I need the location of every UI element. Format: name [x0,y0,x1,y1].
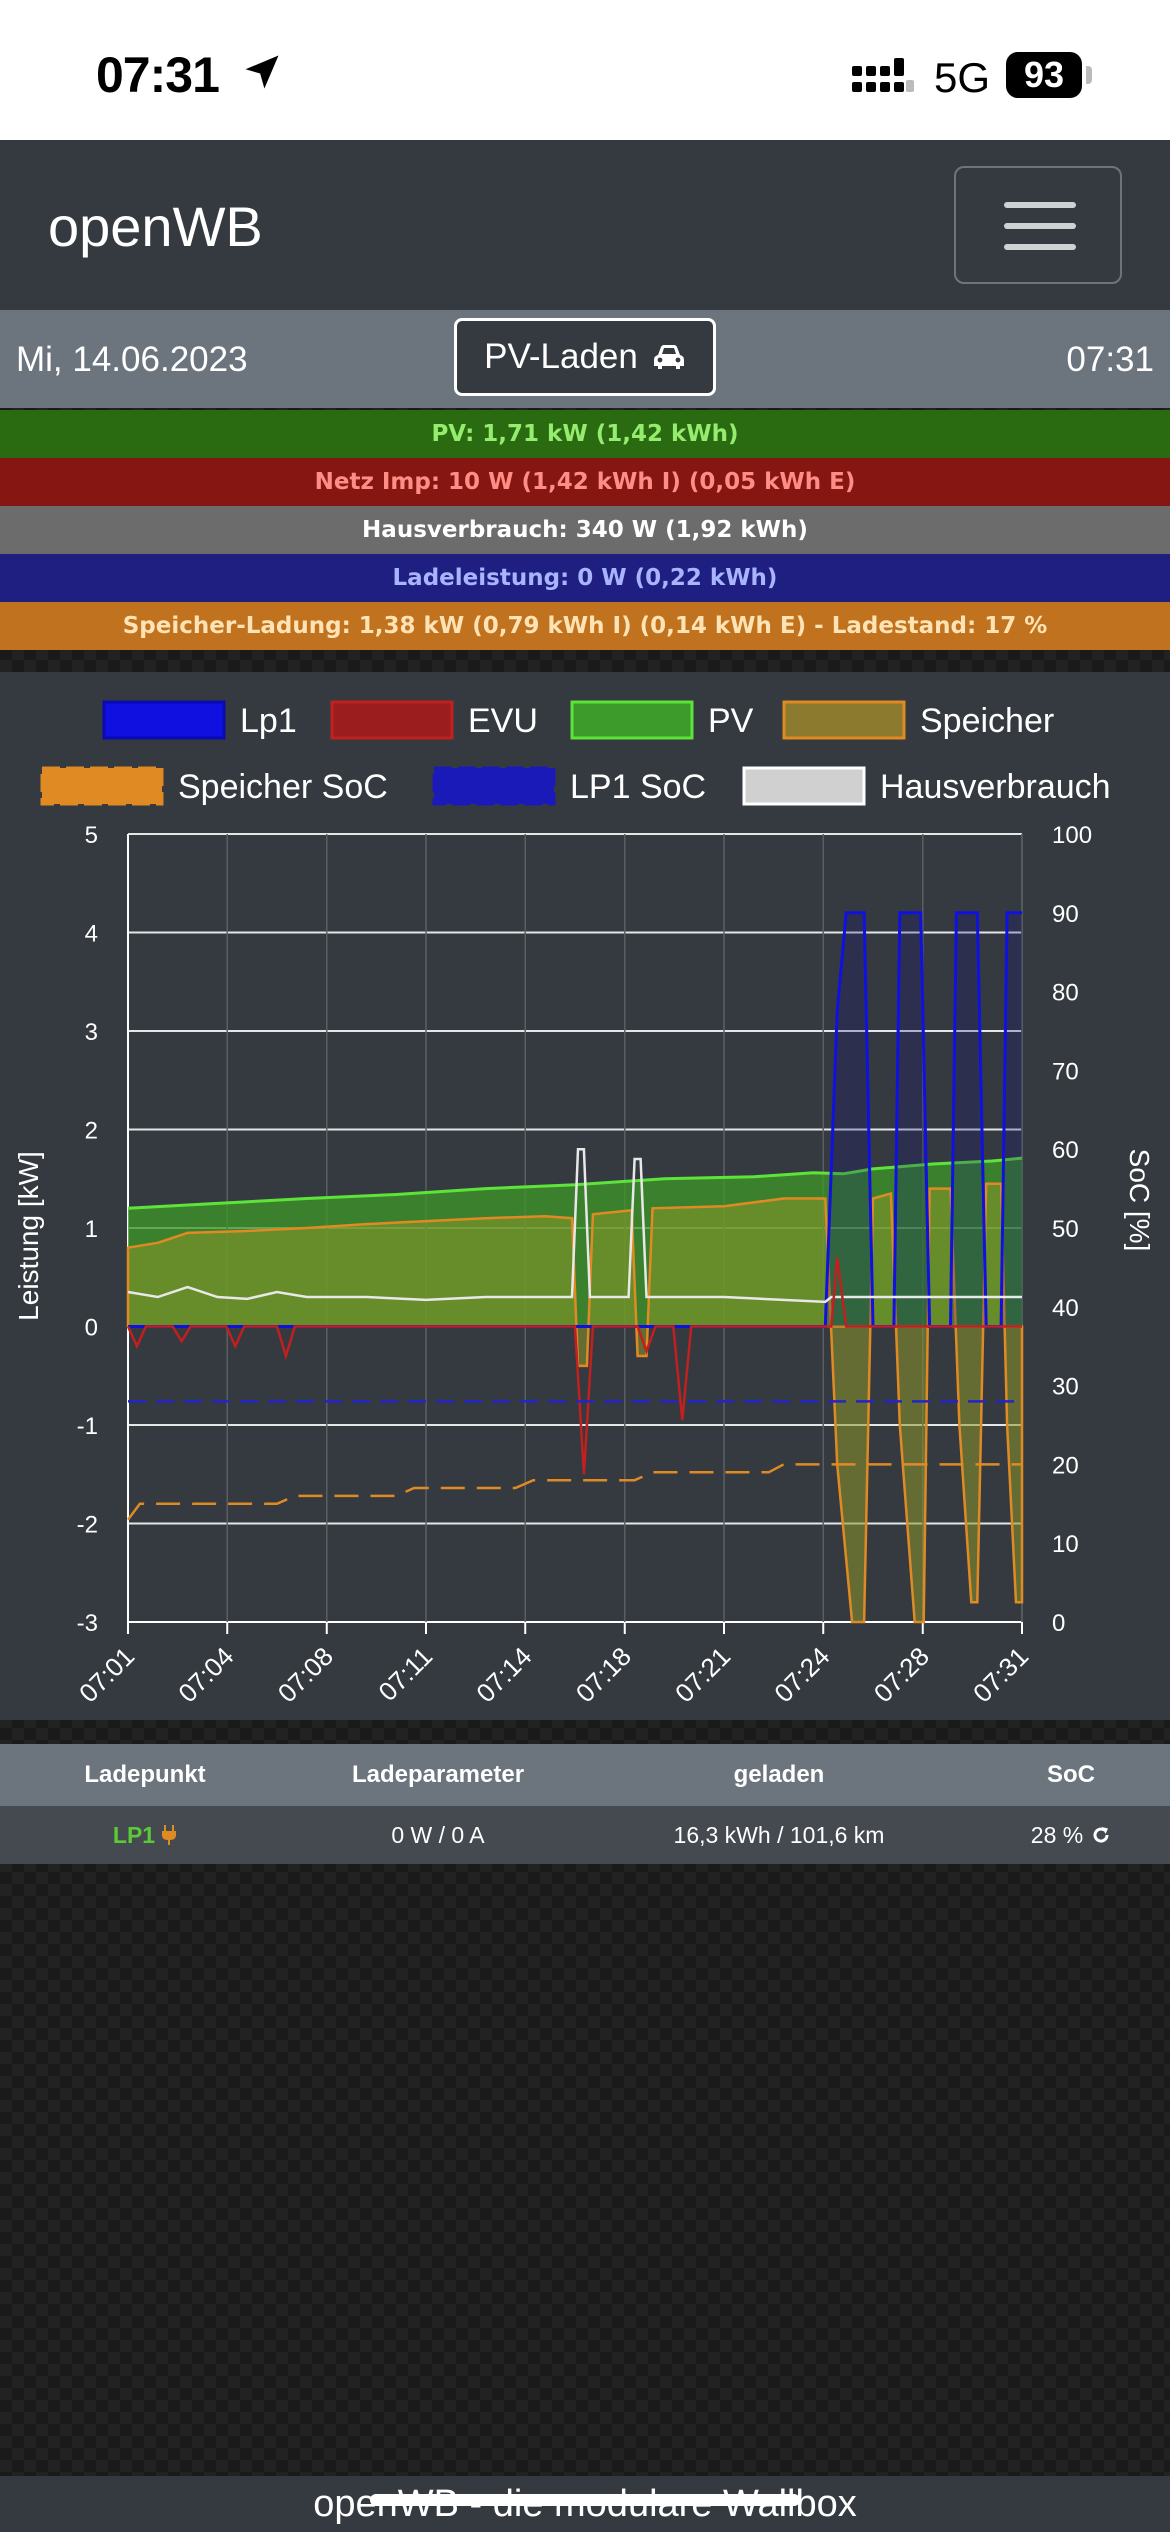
charge-mode-label: PV-Laden [484,337,638,376]
battery-tip [1086,66,1092,84]
date-bar: Mi, 14.06.2023 PV-Laden 07:31 [0,310,1170,408]
signal-icon [852,58,914,92]
network-type: 5G [934,54,991,101]
y-right-tick-label: 50 [1052,1216,1079,1243]
menu-toggle-button[interactable] [954,166,1122,284]
x-tick-label: 07:04 [172,1641,239,1708]
hamburger-icon [1004,202,1076,208]
legend-swatch-5 [432,766,556,806]
storage-info-bar: Speicher-Ladung: 1,38 kW (0,79 kWh I) (0… [0,602,1170,650]
y-left-tick-label: -2 [77,1512,98,1539]
x-tick-label: 07:31 [967,1641,1034,1708]
legend-label-4: Speicher SoC [178,768,388,806]
y-right-tick-label: 60 [1052,1137,1079,1164]
charge-mode-button[interactable]: PV-Laden [454,318,716,396]
legend-swatch-2 [570,700,694,740]
x-tick-label: 07:01 [73,1641,140,1708]
house-consumption-bar: Hausverbrauch: 340 W (1,92 kWh) [0,506,1170,554]
legend-swatch-0 [102,700,226,740]
charging-power-bar: Ladeleistung: 0 W (0,22 kWh) [0,554,1170,602]
y-left-tick-label: 3 [85,1019,98,1046]
chargepoint-name-cell[interactable]: LP1 [0,1806,290,1864]
legend-label-2: PV [708,702,754,740]
legend-label-6: Hausverbrauch [880,768,1111,806]
current-date: Mi, 14.06.2023 [16,340,248,379]
charge-parameters: 0 W / 0 A [391,1821,485,1848]
header-soc: SoC [1047,1761,1095,1788]
brand-title[interactable]: openWB [48,195,263,258]
y-left-tick-label: -1 [77,1413,98,1440]
plug-icon [162,1825,177,1845]
power-chart-svg: Lp1 EVU PV Speicher Speicher SoC LP1 SoC Hausv… [13,700,1155,1708]
y-right-tick-label: 20 [1052,1452,1079,1479]
car-icon [653,345,684,369]
legend-swatch-1 [330,700,454,740]
legend-swatch-6 [742,766,866,806]
y-right-tick-label: 30 [1052,1374,1079,1401]
speicher-area [126,1182,1024,1624]
y-right-tick-label: 10 [1052,1531,1079,1558]
y-right-tick-label: 100 [1052,822,1092,849]
x-tick-label: 07:08 [272,1641,339,1708]
home-indicator [370,2494,800,2506]
y-right-tick-label: 90 [1052,901,1079,928]
x-tick-label: 07:11 [372,1641,438,1707]
legend-swatch-3 [782,700,906,740]
y-right-tick-label: 70 [1052,1058,1079,1085]
status-time: 07:31 [96,47,220,103]
charged-amount: 16,3 kWh / 101,6 km [673,1821,885,1848]
legend-swatch-4 [40,766,164,806]
legend-label-1: EVU [468,702,538,740]
soc-cell[interactable]: 28 % [972,1806,1170,1864]
hamburger-icon [1004,244,1076,250]
y-right-axis-label: SoC [%] [1124,1149,1155,1252]
soc-value: 28 % [1030,1821,1084,1848]
y-left-tick-label: -3 [77,1610,98,1637]
lp1-area [128,912,1022,1327]
power-chart[interactable]: Lp1 EVU PV Speicher Speicher SoC LP1 SoC Hausv… [0,672,1170,1720]
pv-info-bar: PV: 1,71 kW (1,42 kWh) [0,410,1170,458]
x-tick-label: 07:18 [570,1641,637,1708]
y-left-tick-label: 5 [85,822,98,849]
x-tick-label: 07:21 [669,1641,736,1708]
y-left-axis-label: Leistung [kW] [13,1151,44,1321]
legend-label-3: Speicher [920,702,1054,740]
y-left-tick-label: 2 [85,1118,98,1145]
header-ladepunkt: Ladepunkt [84,1761,206,1788]
x-tick-label: 07:28 [868,1641,935,1708]
grid-info-bar: Netz Imp: 10 W (1,42 kWh I) (0,05 kWh E) [0,458,1170,506]
chargepoint-row[interactable]: LP1 0 W / 0 A 16,3 kWh / 101,6 km 28 % [0,1806,1170,1864]
chargepoint-table-header: Ladepunkt Ladeparameter geladen SoC [0,1744,1170,1806]
y-left-tick-label: 1 [85,1216,98,1243]
current-time: 07:31 [1066,340,1154,379]
chargepoint-name: LP1 [112,1821,156,1848]
header-geladen: geladen [733,1761,825,1788]
speicher-soc-line [127,1463,1022,1521]
y-left-tick-label: 0 [85,1315,98,1342]
evu-line [126,1257,1022,1475]
status-bar: 07:31 5G 93 [0,0,1170,140]
location-arrow-icon [245,55,279,89]
x-tick-label: 07:14 [470,1641,537,1708]
pv-line [127,1156,1023,1210]
battery-icon: 93 [1006,52,1082,98]
x-tick-label: 07:24 [768,1641,835,1708]
refresh-icon[interactable] [1091,1825,1111,1845]
y-left-tick-label: 4 [85,921,98,948]
navbar: openWB [0,140,1170,310]
y-right-tick-label: 80 [1052,980,1079,1007]
header-ladeparameter: Ladeparameter [351,1761,525,1788]
hamburger-icon [1004,223,1076,229]
haus-line [127,1147,1022,1304]
y-right-tick-label: 40 [1052,1295,1079,1322]
legend-label-0: Lp1 [240,702,297,740]
legend-label-5: LP1 SoC [570,768,706,806]
y-right-tick-label: 0 [1052,1610,1065,1637]
